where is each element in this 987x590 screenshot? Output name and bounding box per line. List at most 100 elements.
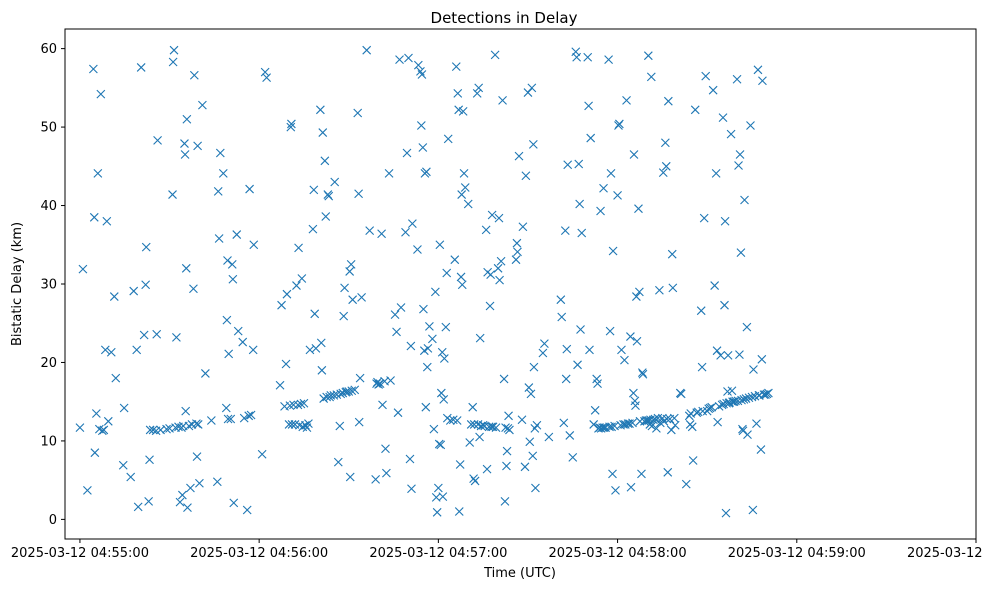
data-point (526, 389, 536, 399)
data-point (139, 330, 149, 340)
data-point (186, 483, 195, 493)
data-point (413, 245, 422, 254)
data-point (487, 210, 497, 220)
data-point (152, 329, 162, 339)
data-point (668, 283, 678, 293)
data-point (740, 195, 749, 205)
data-point (667, 249, 677, 259)
data-point (227, 259, 237, 269)
data-point (563, 160, 573, 170)
data-point (330, 177, 340, 187)
data-point (433, 483, 443, 493)
data-point (701, 71, 711, 81)
data-point (324, 191, 334, 201)
data-point (500, 496, 510, 506)
data-point (514, 151, 524, 161)
data-point (540, 339, 549, 349)
data-points (75, 45, 773, 518)
data-point (249, 240, 259, 250)
x-tick-label: 2025-03-12 05:00:00 (907, 546, 987, 561)
data-point (650, 414, 660, 424)
data-point (429, 424, 439, 434)
data-point (309, 185, 319, 195)
data-point (495, 275, 504, 285)
data-point (218, 168, 228, 178)
data-point (707, 402, 717, 412)
data-point (469, 420, 479, 429)
data-point (246, 410, 256, 420)
data-point (248, 345, 258, 355)
data-point (189, 284, 198, 294)
data-point (292, 281, 301, 290)
data-point (710, 281, 720, 290)
data-point (726, 129, 736, 139)
data-point (282, 289, 292, 299)
data-point (395, 55, 404, 64)
data-point (658, 168, 668, 177)
data-point (498, 96, 507, 105)
data-point (345, 472, 355, 482)
data-point (214, 234, 224, 243)
data-point (637, 368, 647, 378)
data-point (441, 322, 451, 332)
data-point (353, 108, 363, 118)
data-point (527, 83, 537, 93)
data-point (734, 161, 743, 170)
data-point (604, 55, 614, 64)
data-point (213, 187, 223, 196)
data-point (593, 379, 602, 389)
data-point (315, 105, 325, 115)
data-point (496, 256, 506, 266)
data-point (670, 420, 680, 430)
data-point (118, 460, 128, 470)
data-point (733, 396, 743, 406)
chart-title: Detections in Delay (431, 9, 578, 27)
data-point (698, 406, 708, 416)
data-point (646, 72, 656, 82)
data-point (453, 88, 463, 98)
data-point (141, 242, 151, 252)
data-point (493, 263, 503, 273)
data-point (622, 96, 631, 105)
data-point (452, 416, 462, 425)
data-point (511, 255, 521, 265)
data-point (287, 420, 297, 429)
data-point (608, 246, 618, 256)
data-point (486, 270, 496, 279)
data-point (162, 424, 171, 434)
data-point (183, 503, 192, 513)
data-point (354, 189, 363, 199)
data-point (742, 322, 752, 332)
data-point (222, 315, 232, 325)
data-point (181, 263, 191, 273)
y-tick-label: 60 (40, 42, 57, 57)
data-point (184, 421, 194, 431)
data-point (396, 303, 406, 312)
data-point (384, 168, 394, 178)
data-point (732, 74, 742, 84)
data-point (475, 333, 485, 343)
data-point (459, 168, 469, 178)
data-point (589, 420, 599, 429)
data-point (590, 405, 600, 415)
data-point (474, 83, 484, 93)
data-point (756, 445, 766, 454)
data-point (404, 53, 413, 63)
data-point (109, 292, 119, 301)
data-point (577, 228, 587, 238)
data-point (169, 45, 179, 55)
data-point (348, 295, 358, 305)
y-tick-label: 20 (40, 356, 57, 371)
data-point (340, 283, 349, 293)
data-point (472, 88, 482, 98)
data-point (482, 464, 492, 474)
data-point (655, 285, 664, 295)
data-point (720, 300, 729, 310)
data-point (583, 52, 593, 62)
data-point (528, 139, 538, 149)
data-point (747, 392, 757, 402)
data-point (350, 385, 360, 395)
data-point (181, 406, 191, 416)
data-point (333, 457, 343, 467)
y-tick-label: 50 (40, 121, 57, 136)
